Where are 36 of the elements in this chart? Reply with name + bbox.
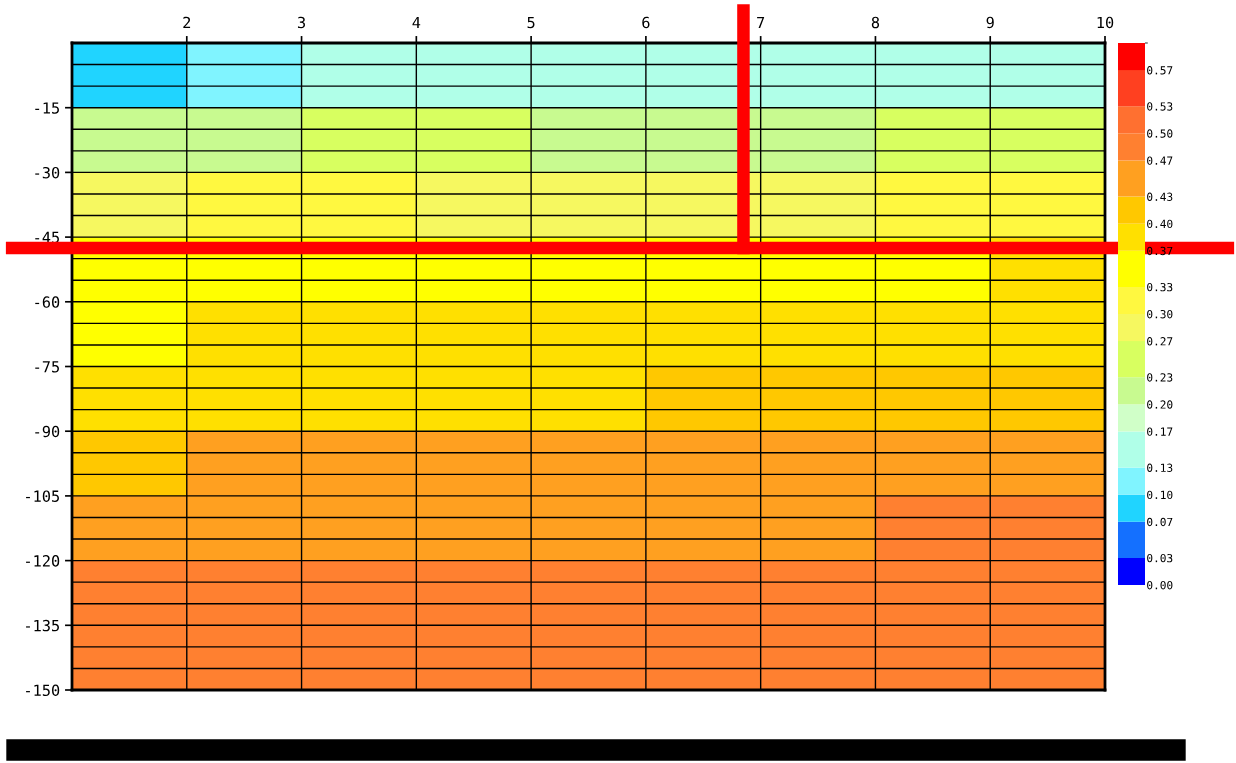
x-tick-label: 6 xyxy=(642,16,650,29)
color-bar-label: 0.17 xyxy=(1147,427,1173,436)
color-bar-label: 0.47 xyxy=(1147,156,1173,165)
x-tick-label: 5 xyxy=(527,16,535,29)
y-tick-label: -75 xyxy=(35,361,59,373)
color-bar-label: 0.23 xyxy=(1147,373,1173,382)
color-bar-label: 0.27 xyxy=(1147,337,1173,346)
color-bar-label: 0.40 xyxy=(1147,219,1173,229)
y-tick-label: -120 xyxy=(26,555,60,567)
color-bar-label: 0.13 xyxy=(1147,463,1173,472)
color-bar-label: 0.37 xyxy=(1147,246,1173,256)
x-tick-label: 2 xyxy=(183,16,191,29)
color-bar-label: 0.03 xyxy=(1147,553,1173,563)
y-tick-label: -150 xyxy=(26,684,60,697)
color-bar-label: 0.00 xyxy=(1147,581,1173,590)
x-tick-label: 10 xyxy=(1097,16,1114,29)
color-bar-label: 0.07 xyxy=(1147,517,1173,527)
y-tick-label: -90 xyxy=(35,425,60,438)
color-bar-label: 0.53 xyxy=(1147,102,1173,111)
color-bar-label: 0.50 xyxy=(1147,129,1173,138)
color-bar-label: 0.10 xyxy=(1147,490,1173,500)
y-tick-label: -60 xyxy=(35,296,60,308)
color-bar-label: 0.20 xyxy=(1147,400,1173,409)
color-bar-label: 0.57 xyxy=(1147,66,1173,75)
x-tick-label: 9 xyxy=(986,16,994,29)
color-bar-label: 0.30 xyxy=(1147,310,1173,319)
x-tick-label: 8 xyxy=(871,16,880,29)
y-tick-label: -30 xyxy=(35,166,60,179)
color-bar-label: 0.33 xyxy=(1147,282,1173,292)
y-tick-label: -135 xyxy=(26,619,59,632)
x-tick-label: 4 xyxy=(412,16,421,29)
x-tick-label: 7 xyxy=(757,16,765,29)
color-bar-label: 0.43 xyxy=(1147,192,1173,201)
y-tick-label: -105 xyxy=(26,490,59,502)
y-tick-label: -15 xyxy=(35,102,59,114)
x-tick-label: 3 xyxy=(297,16,306,29)
